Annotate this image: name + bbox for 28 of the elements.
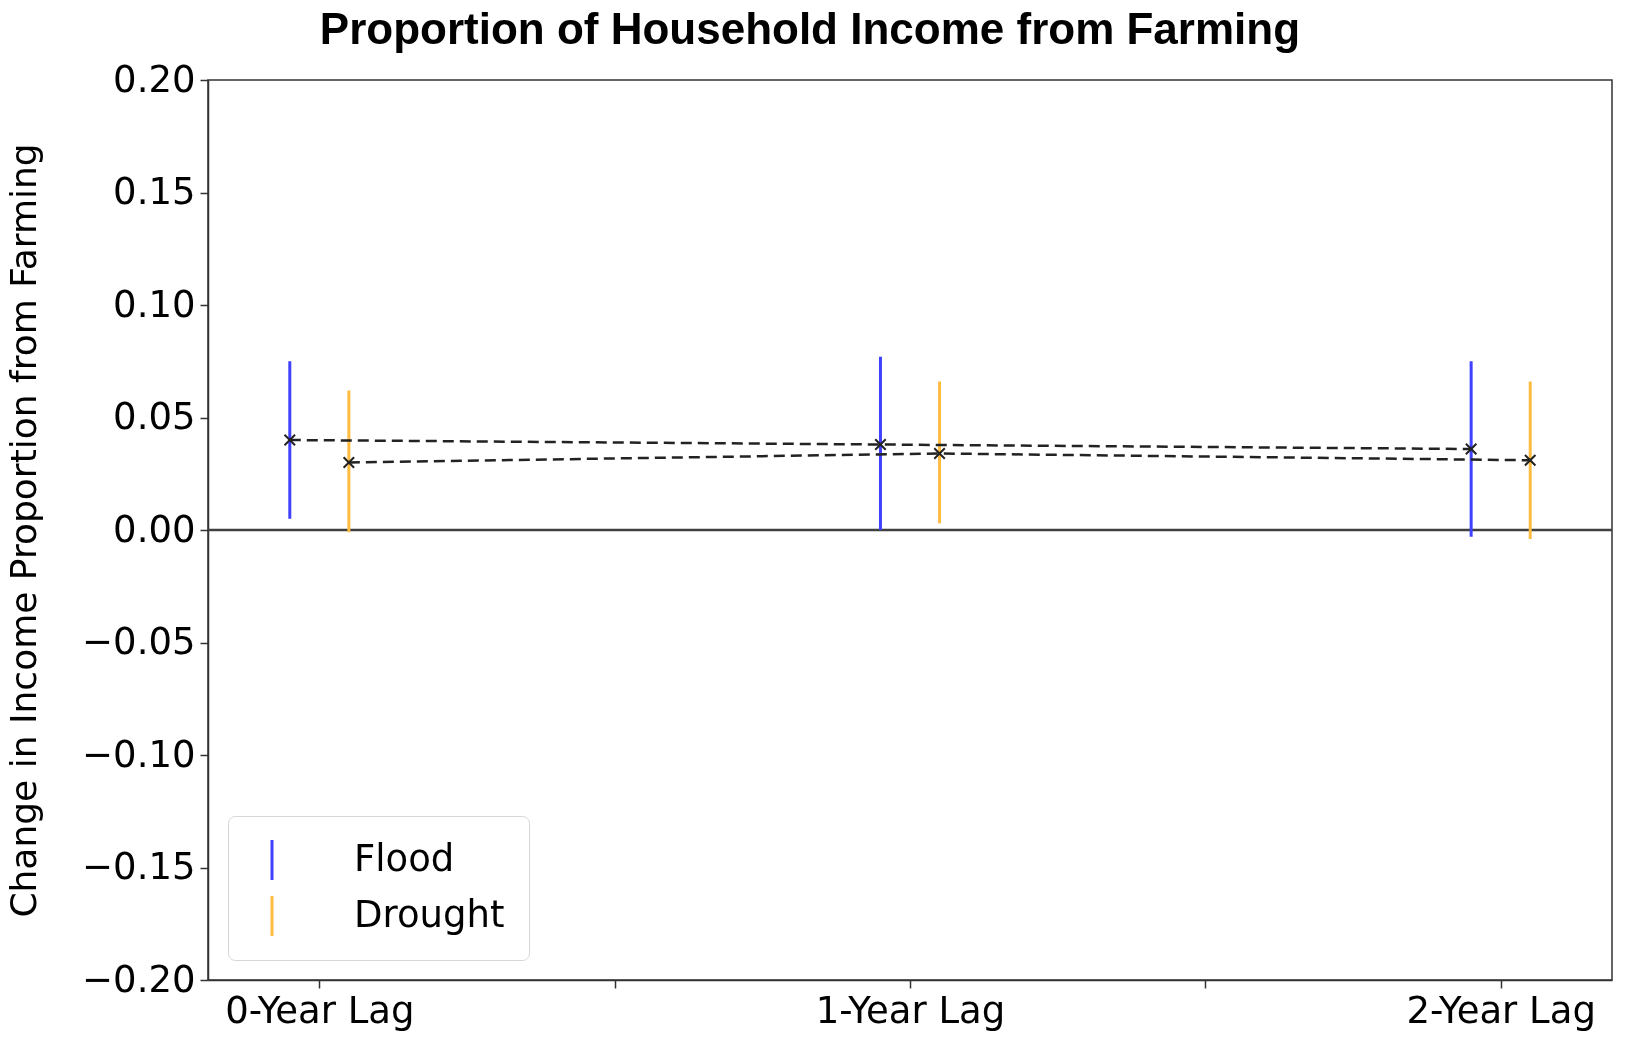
legend-label: Flood bbox=[354, 837, 455, 880]
point bbox=[1523, 454, 1537, 467]
chart-title: Proportion of Household Income from Farming bbox=[319, 4, 1301, 53]
point bbox=[342, 456, 356, 469]
y-tick-label: −0.10 bbox=[82, 732, 196, 776]
bar bbox=[347, 390, 351, 533]
point bbox=[1464, 442, 1478, 456]
legend-label: Drought bbox=[354, 893, 505, 936]
x-tick-label: 2-Year Lag bbox=[1406, 988, 1596, 1032]
bar bbox=[878, 356, 882, 530]
x-tick-label: 1-Year Lag bbox=[815, 988, 1006, 1032]
x-tick-label: 0-Year Lag bbox=[225, 988, 415, 1032]
y-tick-label: 0.20 bbox=[113, 57, 196, 101]
y-axis-title: Change in Income Proportion from Farming bbox=[3, 143, 45, 918]
y-tick-label: 0.05 bbox=[113, 395, 196, 438]
bar bbox=[288, 361, 292, 519]
y-tick-label: 0.00 bbox=[113, 507, 196, 551]
bar bbox=[1528, 381, 1532, 539]
y-tick-label: −0.15 bbox=[82, 845, 196, 888]
y-tick-label: −0.20 bbox=[82, 957, 196, 1001]
point bbox=[874, 438, 887, 451]
point bbox=[283, 433, 297, 447]
y-tick-label: −0.05 bbox=[82, 620, 196, 663]
bar bbox=[1469, 361, 1473, 537]
bar bbox=[938, 381, 942, 524]
y-tick-label: 0.15 bbox=[113, 170, 196, 213]
point bbox=[933, 447, 946, 460]
y-tick-label: 0.10 bbox=[113, 282, 196, 326]
